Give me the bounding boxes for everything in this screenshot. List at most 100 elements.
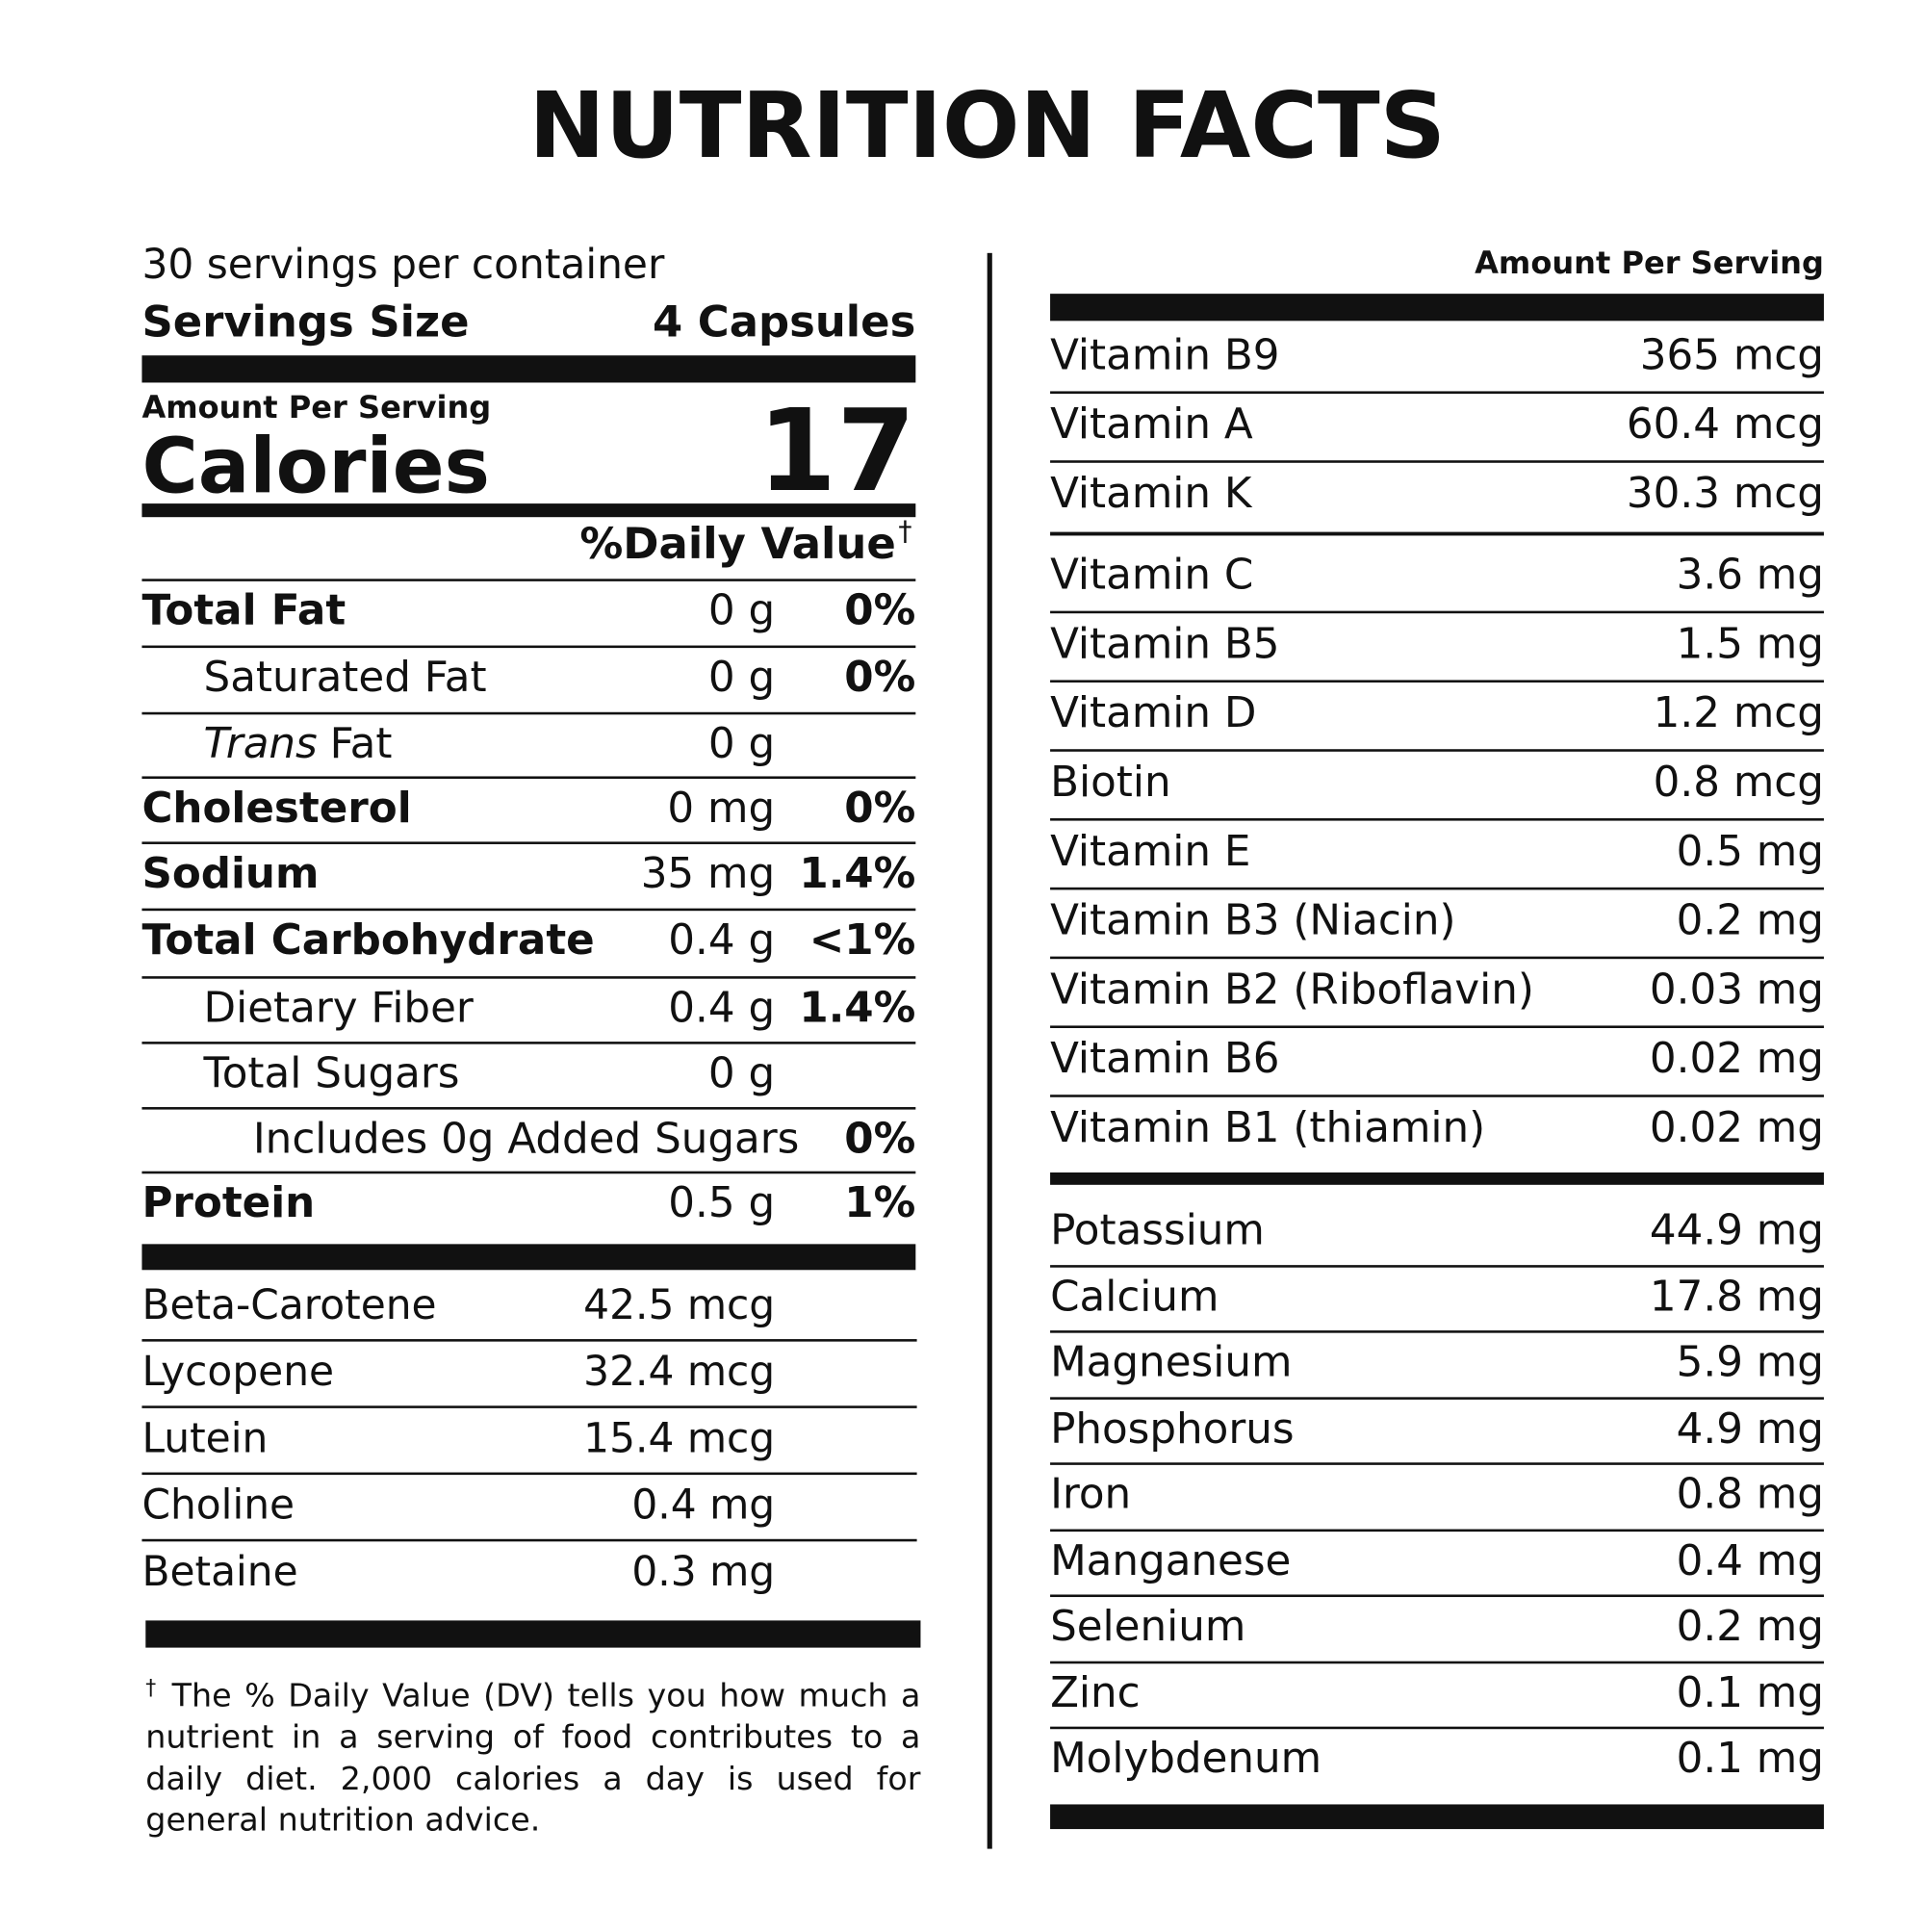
rule [141,503,916,518]
rule [1050,956,1824,960]
rule [1050,531,1824,536]
mineral-name: Manganese [1050,1535,1292,1585]
rule [1050,1025,1824,1028]
rule [1050,1462,1824,1465]
rule [141,776,916,780]
daily-value: <1% [808,915,916,966]
calories-value: 17 [757,385,916,518]
rule [141,1339,917,1342]
daily-value: 0% [844,784,916,834]
nutrient-name: Lycopene [141,1347,335,1396]
mineral-name: Phosphorus [1050,1404,1295,1454]
daily-value: 1% [844,1178,916,1228]
mineral-amount: 0.8 mg [1676,1469,1824,1520]
rule [141,1107,916,1110]
title: NUTRITION FACTS [528,72,1447,179]
rule [141,1405,917,1408]
rule [1050,294,1824,322]
right-header: Amount Per Serving [1475,245,1824,281]
rule [1050,1661,1824,1663]
nutrient-name: Beta-Carotene [141,1280,437,1329]
rule [1050,887,1824,890]
rule [141,1244,916,1271]
footnote-text: The % Daily Value (DV) tells you how muc… [145,1678,921,1840]
vitamin-name: Vitamin C [1050,550,1254,601]
rule [1050,391,1824,394]
rule [1050,1726,1824,1730]
vitamin-amount: 0.8 mcg [1653,758,1824,808]
rule [1050,460,1824,463]
mineral-name: Calcium [1050,1272,1219,1322]
nutrient-name: Lutein [141,1413,269,1462]
rule [1050,1095,1824,1097]
calories-header: Amount Per Serving [141,389,492,425]
vitamin-name: Vitamin B5 [1050,619,1280,669]
vitamin-amount: 30.3 mcg [1626,469,1824,519]
rule [141,579,916,581]
vitamin-name: Vitamin B6 [1050,1034,1280,1084]
vitamin-name: Vitamin D [1050,688,1257,738]
vitamin-amount: 60.4 mcg [1626,399,1824,450]
vitamin-name: Vitamin B9 [1050,330,1280,380]
mineral-amount: 4.9 mg [1676,1404,1824,1454]
nutrient-amount: 0.4 g [668,983,776,1034]
calories-label: Calories [141,421,490,511]
nutrient-name: Saturated Fat [203,653,487,703]
vitamin-name: Biotin [1050,758,1171,808]
rule [1050,1804,1824,1830]
servings-per-container: 30 servings per container [141,240,665,289]
nutrient-name: Protein [141,1178,316,1228]
rule [1050,818,1824,821]
vitamin-name: Vitamin E [1050,827,1251,877]
footnote-mark: † [145,1676,160,1701]
mineral-name: Selenium [1050,1602,1246,1652]
rule [1050,1172,1824,1185]
rule [1050,1594,1824,1598]
vitamin-amount: 0.2 mg [1676,895,1824,946]
nutrient-amount: 0 g [707,1048,776,1099]
rule [141,841,916,844]
nutrient-name: Dietary Fiber [203,983,474,1034]
mineral-amount: 17.8 mg [1649,1272,1824,1322]
rule [145,1620,921,1648]
vitamin-name: Vitamin B3 (Niacin) [1050,895,1456,946]
nutrient-amount: 0.3 mg [631,1547,776,1596]
nutrient-amount: 42.5 mcg [583,1280,776,1329]
nutrient-name: Includes 0g Added Sugars [252,1114,800,1165]
rule [1050,749,1824,752]
rule [141,645,916,649]
daily-value: 1.4% [799,983,916,1034]
mineral-amount: 5.9 mg [1676,1337,1824,1388]
nutrient-name: Trans [203,719,318,769]
rule [141,1171,916,1174]
rule [141,976,916,979]
vitamin-name: Vitamin K [1050,469,1252,519]
vitamin-amount: 0.02 mg [1649,1103,1824,1153]
nutrient-amount: 0.5 g [668,1178,776,1228]
rule [141,1538,917,1542]
nutrient-name: Betaine [141,1547,298,1596]
divider [987,252,992,1849]
vitamin-name: Vitamin A [1050,399,1253,450]
rule [141,711,916,715]
nutrient-name: Total Sugars [203,1048,460,1099]
footnote: † The % Daily Value (DV) tells you how m… [145,1668,920,1842]
vitamin-amount: 0.5 mg [1676,827,1824,877]
nutrient-amount: 0.4 mg [631,1480,776,1529]
nutrient-amount: 0 g [707,585,776,636]
nutrient-name: Choline [141,1480,295,1529]
vitamin-amount: 3.6 mg [1676,550,1824,601]
mineral-amount: 0.1 mg [1676,1734,1824,1784]
mineral-name: Magnesium [1050,1337,1293,1388]
rule [1050,1264,1824,1268]
serving-size-label: Servings Size [141,297,470,348]
nutrient-name: Fat [329,719,393,769]
mineral-amount: 0.4 mg [1676,1535,1824,1585]
daily-value: 0% [844,585,916,636]
rule [1050,1528,1824,1532]
serving-size-value: 4 Capsules [652,297,916,348]
mineral-amount: 0.2 mg [1676,1602,1824,1652]
mineral-name: Zinc [1050,1667,1141,1718]
